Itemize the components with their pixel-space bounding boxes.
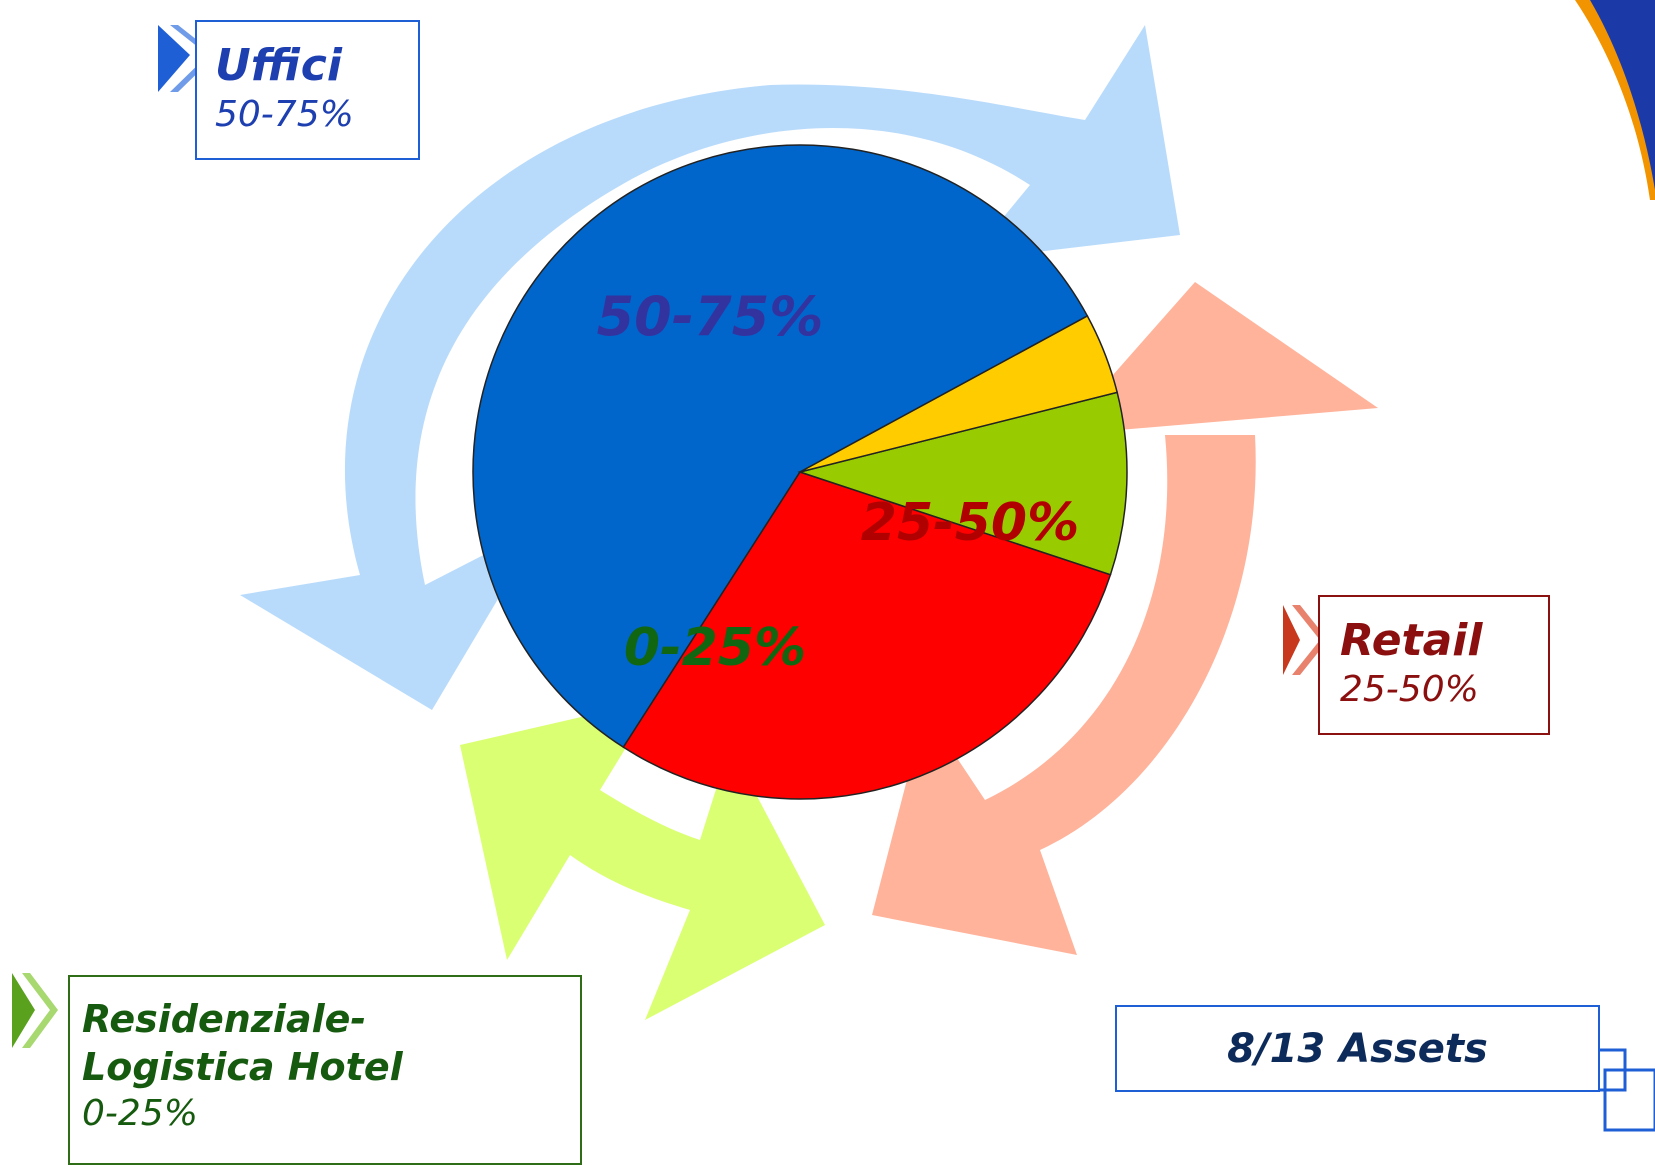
assets-label: 8/13 Assets [1227, 1025, 1488, 1072]
chevron-right-icon [12, 973, 58, 1048]
callout-title-line1: Residenziale- [82, 997, 367, 1041]
callout-title: Retail [1340, 615, 1483, 666]
slice-label: 50-75% [597, 285, 824, 348]
logo-corner-icon [1575, 0, 1655, 200]
callout-range: 50-75% [215, 94, 354, 135]
callout-uffici: Uffici 50-75% [195, 20, 420, 160]
pie-slice-other [799, 314, 1119, 473]
assets-box: 8/13 Assets [1115, 1005, 1600, 1092]
pie-slice-residenziale [797, 391, 1128, 576]
callout-title-line2: Logistica Hotel [82, 1045, 403, 1089]
callout-retail: Retail 25-50% [1318, 595, 1550, 735]
pie-slice-uffici [472, 144, 1089, 749]
callout-range: 0-25% [82, 1093, 198, 1134]
callout-title: Uffici [215, 40, 342, 91]
callout-residenziale: Residenziale- Logistica Hotel 0-25% [68, 975, 582, 1165]
cycle-arrow-retail [872, 282, 1378, 955]
slice-label: 25-50% [861, 493, 1079, 553]
callout-range: 25-50% [1340, 669, 1479, 710]
pie-slice-retail [622, 471, 1112, 800]
slice-label: 0-25% [624, 618, 806, 678]
cycle-arrow-uffici [240, 25, 1180, 710]
